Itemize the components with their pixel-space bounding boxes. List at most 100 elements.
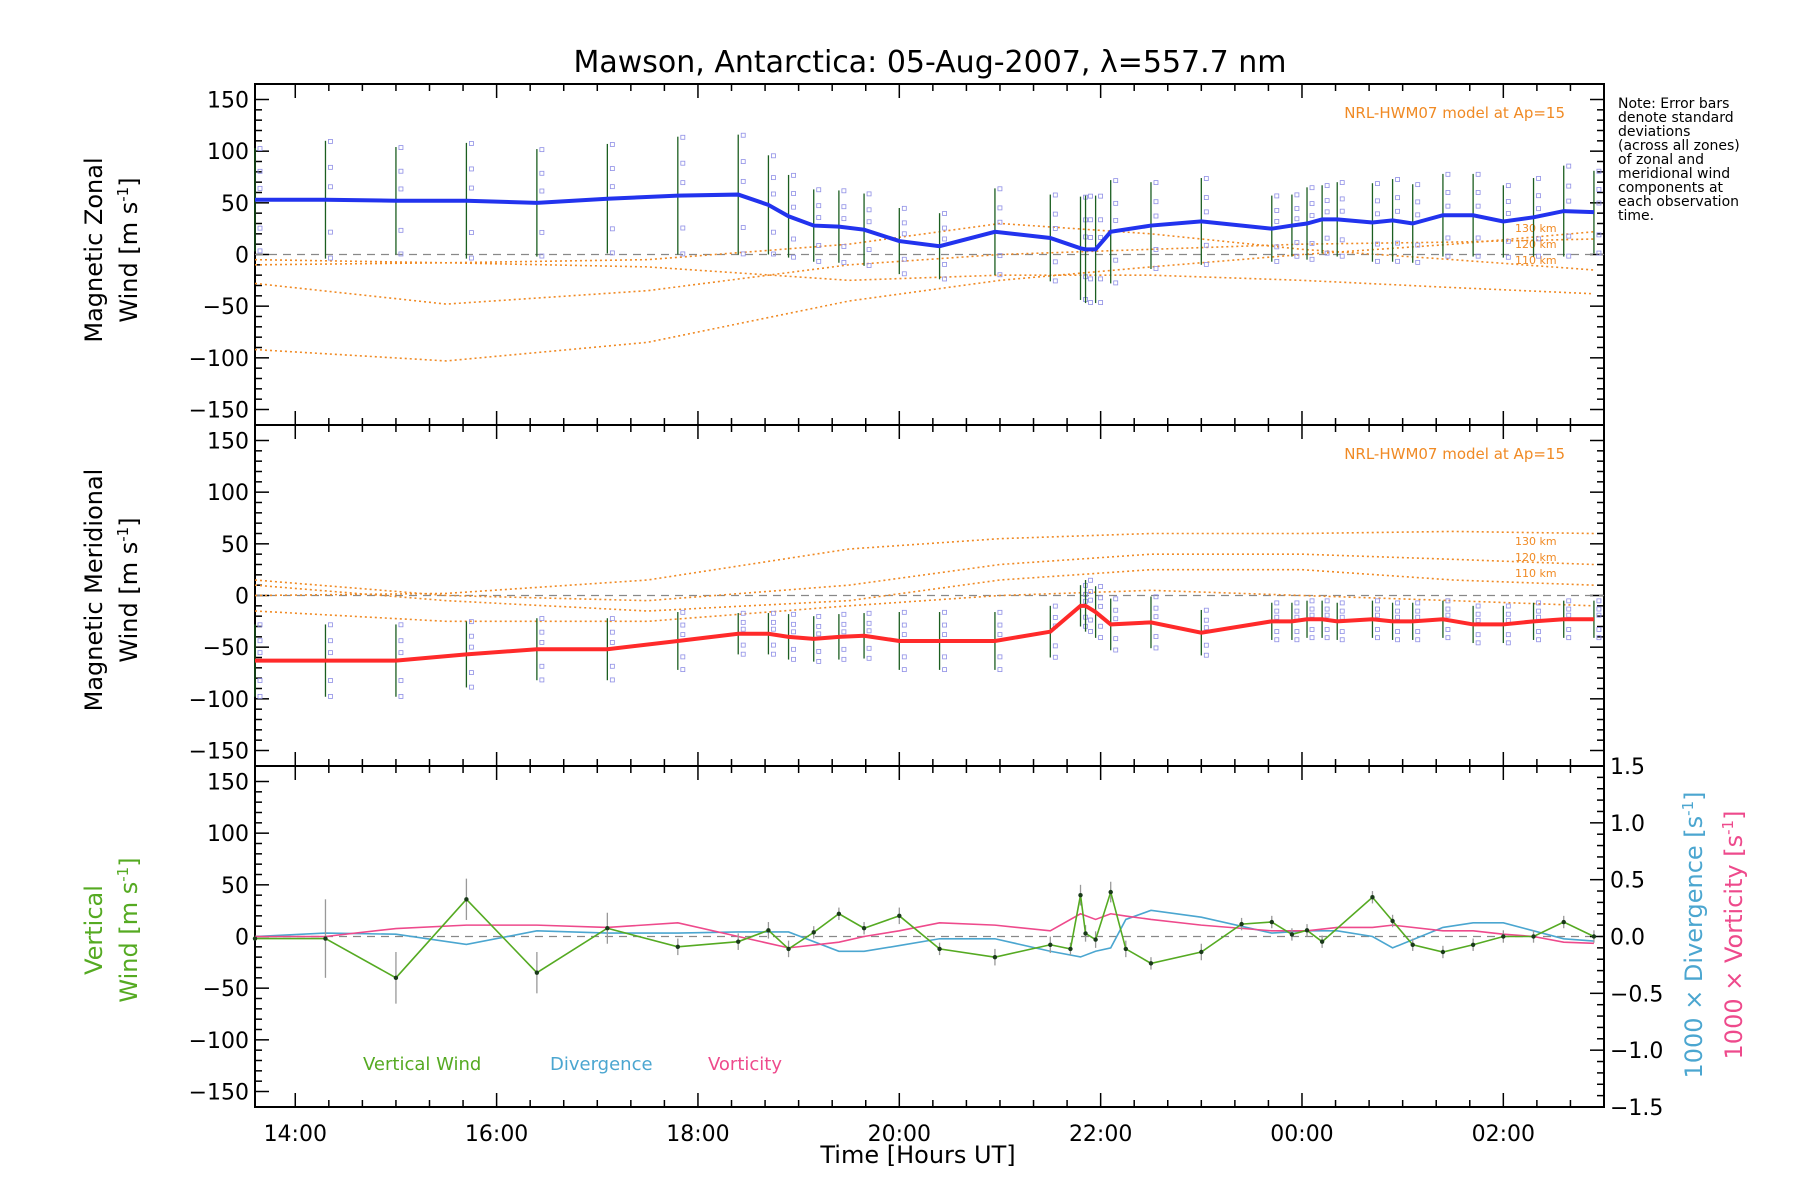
- zone-sample-marker: [398, 186, 404, 192]
- model-km-label: 120 km: [1515, 238, 1557, 251]
- zone-sample-marker: [1566, 612, 1572, 618]
- zone-sample-marker: [841, 216, 847, 222]
- zone-sample-marker: [609, 616, 615, 621]
- zone-sample-marker: [1088, 193, 1093, 199]
- zone-sample-marker: [997, 219, 1003, 225]
- zone-sample-marker: [841, 621, 847, 627]
- zone-sample-marker: [1052, 226, 1058, 231]
- zone-sample-marker: [1098, 635, 1104, 641]
- zone-sample-marker: [1536, 637, 1541, 643]
- model-km-label: 130 km: [1515, 535, 1557, 548]
- zone-sample-marker: [1536, 236, 1541, 242]
- zone-sample-marker: [1445, 598, 1451, 604]
- vertical-wind-point: [1068, 946, 1073, 952]
- zone-sample-marker: [1566, 627, 1572, 632]
- vertical-wind-point: [897, 913, 902, 919]
- zone-sample-marker: [1052, 615, 1058, 620]
- zone-sample-marker: [1475, 171, 1481, 177]
- zone-sample-marker: [1339, 600, 1345, 606]
- zone-sample-marker: [1098, 235, 1104, 240]
- zone-sample-marker: [942, 654, 947, 660]
- zone-sample-marker: [771, 175, 776, 181]
- zone-sample-marker: [1395, 608, 1400, 614]
- y-tick-label: 100: [207, 481, 249, 506]
- zone-sample-marker: [1445, 190, 1451, 195]
- zone-sample-marker: [539, 616, 545, 621]
- zone-sample-marker: [1596, 186, 1602, 192]
- zone-sample-marker: [866, 207, 872, 213]
- zone-sample-marker: [539, 253, 545, 259]
- y-tick-label: 0: [235, 926, 249, 951]
- y-tick-label: 100: [207, 140, 249, 165]
- zone-sample-marker: [942, 667, 947, 673]
- zone-sample-marker: [1339, 196, 1345, 202]
- zone-sample-marker: [257, 168, 263, 174]
- zone-sample-marker: [1088, 577, 1093, 583]
- zone-sample-marker: [1596, 168, 1602, 174]
- vertical-wind-line: [255, 889, 1595, 979]
- zone-sample-marker: [1596, 250, 1602, 256]
- zone-sample-marker: [901, 609, 907, 615]
- zone-sample-marker: [328, 229, 333, 235]
- zonal-wind-line: [255, 192, 1595, 252]
- zone-sample-marker: [1445, 253, 1451, 259]
- zone-sample-marker: [680, 134, 686, 140]
- zone-sample-marker: [997, 632, 1003, 638]
- zone-sample-marker: [1153, 605, 1159, 611]
- note-line: Note: Error bars: [1618, 96, 1729, 112]
- vertical-wind-point: [534, 970, 540, 975]
- model-label: NRL-HWM07 model at Ap=15: [1344, 104, 1565, 122]
- zone-sample-marker: [1153, 634, 1159, 639]
- zone-sample-marker: [1324, 606, 1330, 612]
- zone-sample-marker: [1395, 614, 1400, 620]
- zone-sample-marker: [1445, 627, 1451, 632]
- zone-sample-marker: [1536, 629, 1541, 634]
- zone-sample-marker: [1375, 241, 1380, 247]
- zone-sample-marker: [1153, 614, 1159, 620]
- zone-sample-marker: [1088, 276, 1093, 282]
- zone-sample-marker: [1052, 603, 1058, 609]
- zone-sample-marker: [1203, 642, 1209, 648]
- model-curve: [254, 589, 1594, 623]
- zone-sample-marker: [1274, 637, 1280, 643]
- vertical-wind-point: [1470, 942, 1476, 947]
- note-line: each observation: [1618, 194, 1739, 210]
- zone-sample-marker: [398, 168, 404, 174]
- zone-sample-marker: [1566, 233, 1572, 239]
- note-line: deviations: [1618, 124, 1690, 140]
- zone-sample-marker: [1536, 206, 1541, 212]
- zone-sample-marker: [771, 642, 776, 648]
- vertical-wind-point: [937, 946, 942, 952]
- zone-sample-marker: [1113, 280, 1119, 286]
- zone-sample-marker: [680, 622, 686, 628]
- zone-sample-marker: [1274, 218, 1280, 224]
- zone-sample-marker: [866, 655, 872, 661]
- zone-sample-marker: [1475, 190, 1481, 195]
- y-tick-label: 150: [207, 89, 249, 114]
- zone-sample-marker: [997, 622, 1003, 628]
- zone-sample-marker: [1566, 163, 1572, 169]
- zone-sample-marker: [1113, 200, 1119, 206]
- x-tick-label: 02:00: [1472, 1122, 1535, 1147]
- zone-sample-marker: [1536, 253, 1541, 259]
- zone-sample-marker: [1309, 240, 1315, 246]
- vertical-wind-panel: 150 100 50 0 −50 −100 −150 1.5 1.0 0.5 0.0 −0.5 −1.0…: [189, 755, 1664, 1147]
- zone-sample-marker: [1088, 235, 1093, 240]
- zone-sample-marker: [1309, 213, 1315, 218]
- zone-sample-marker: [1309, 612, 1315, 618]
- zone-sample-marker: [1566, 198, 1572, 204]
- zone-sample-marker: [1339, 637, 1345, 643]
- zone-sample-marker: [609, 677, 615, 683]
- model-curve: [254, 530, 1594, 597]
- right-y-tick-label: 1.0: [1610, 812, 1645, 837]
- zone-sample-marker: [1505, 632, 1511, 638]
- zone-sample-marker: [1445, 606, 1451, 612]
- zone-sample-marker: [816, 258, 822, 264]
- zone-sample-marker: [1339, 253, 1345, 259]
- zone-sample-marker: [1324, 183, 1330, 189]
- note-line: components at: [1618, 180, 1724, 196]
- zone-sample-marker: [398, 638, 404, 644]
- zone-sample-marker: [398, 145, 404, 150]
- zone-sample-marker: [901, 220, 907, 226]
- zone-sample-marker: [1475, 632, 1481, 638]
